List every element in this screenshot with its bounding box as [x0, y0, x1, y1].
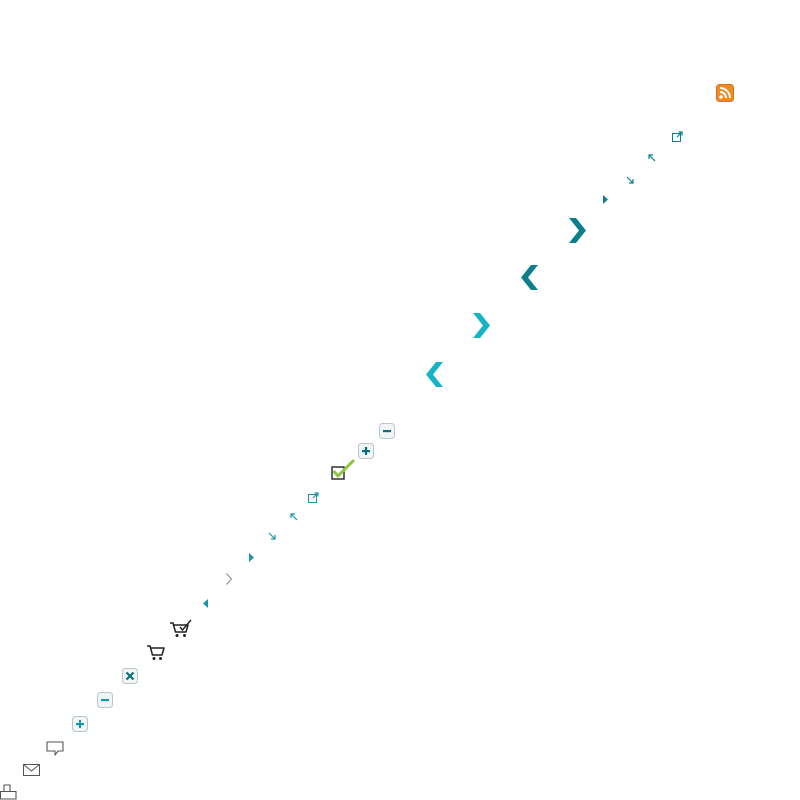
minus-box-icon[interactable]	[97, 692, 113, 708]
cart-checked-icon[interactable]	[169, 619, 193, 639]
chevron-right-light-teal-icon[interactable]	[473, 313, 491, 338]
arrow-down-right-icon[interactable]	[626, 176, 634, 184]
minus-box-icon[interactable]	[379, 423, 395, 439]
caret-right-small-icon[interactable]	[603, 195, 608, 204]
external-link-icon[interactable]	[308, 492, 319, 503]
chevron-left-light-teal-icon[interactable]	[425, 362, 443, 387]
comment-icon[interactable]	[46, 741, 64, 757]
rss-feed-icon[interactable]	[716, 84, 734, 102]
mail-icon[interactable]	[23, 764, 41, 777]
cart-icon[interactable]	[146, 643, 166, 661]
caret-left-small-icon[interactable]	[203, 599, 208, 608]
chevron-right-gray-icon[interactable]	[226, 573, 233, 585]
chevron-right-dark-teal-icon[interactable]	[569, 218, 587, 243]
plus-box-icon[interactable]	[72, 716, 88, 732]
chevron-left-dark-teal-icon[interactable]	[520, 265, 538, 290]
caret-right-small-icon[interactable]	[249, 553, 254, 562]
print-icon[interactable]	[0, 784, 17, 800]
plus-box-icon[interactable]	[358, 443, 374, 459]
arrow-up-left-icon[interactable]	[290, 513, 298, 521]
external-link-icon[interactable]	[672, 131, 683, 142]
close-box-icon[interactable]	[122, 668, 138, 684]
arrow-up-left-icon[interactable]	[648, 154, 656, 162]
arrow-down-right-icon[interactable]	[268, 532, 276, 540]
checkbox-checked-icon[interactable]	[331, 459, 355, 480]
